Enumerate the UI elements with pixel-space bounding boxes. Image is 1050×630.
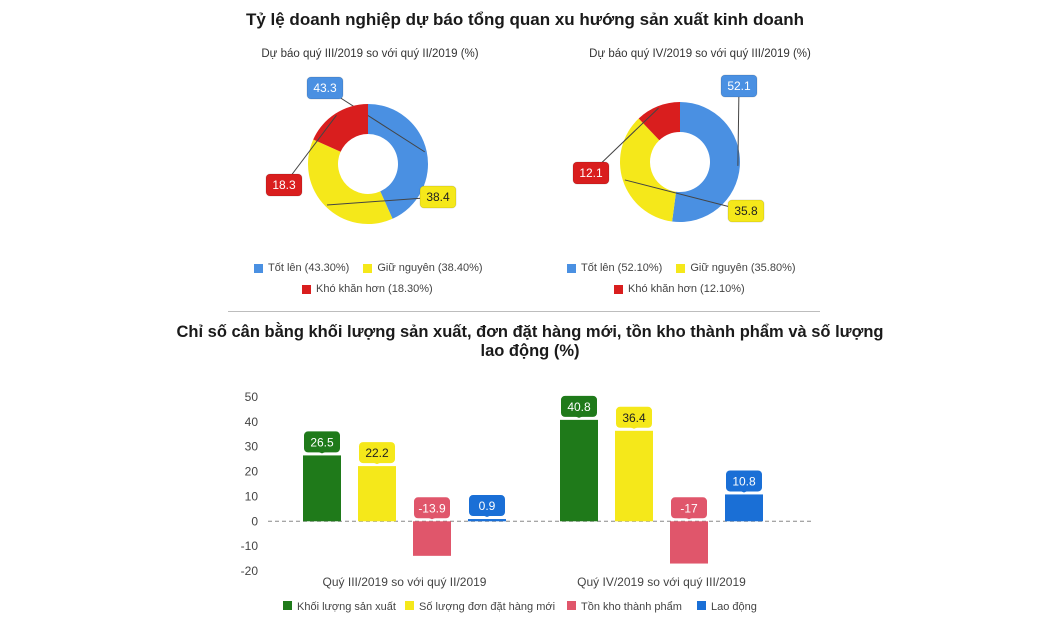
legend-swatch	[302, 284, 311, 294]
slice-value-label: 18.3	[272, 178, 296, 192]
bar-value-label: 10.8	[732, 474, 756, 488]
bar-value-label: -17	[680, 501, 698, 515]
value-callout-box	[616, 406, 652, 428]
donut-chart-q3: 43.3 38.4 18.3	[265, 76, 457, 225]
bar	[303, 455, 341, 522]
legend-label: Giữ nguyên (35.80%)	[690, 262, 796, 274]
donut-1-legend-row-1: Tốt lên (43.30%) Giữ nguyên (38.40%)	[254, 262, 483, 274]
callout-leader	[326, 196, 439, 206]
legend-item-kho-khan: Khó khăn hơn (18.30%)	[302, 283, 433, 295]
bar	[670, 521, 708, 564]
legend-label: Lao động	[711, 601, 757, 613]
slice-value-label: 52.1	[727, 79, 751, 93]
value-callout-box	[671, 497, 707, 519]
legend-label: Tồn kho thành phẩm	[581, 601, 682, 613]
y-tick-label: 10	[245, 489, 259, 503]
section-divider	[228, 311, 820, 312]
bar-value-label: 0.9	[479, 499, 496, 513]
callout-box	[265, 173, 303, 197]
legend-swatch	[567, 601, 576, 610]
main-title: Tỷ lệ doanh nghiệp dự báo tổng quan xu h…	[245, 10, 805, 29]
donut-1-legend-row-2: Khó khăn hơn (18.30%)	[302, 283, 433, 295]
bar	[615, 430, 653, 522]
donut-slice	[308, 139, 393, 225]
legend-label: Giữ nguyên (38.40%)	[377, 262, 483, 274]
callout-box	[720, 74, 758, 98]
donut-1-title: Dự báo quý III/2019 so với quý II/2019 (…	[261, 48, 479, 60]
y-tick-label: 50	[245, 390, 259, 404]
value-callout-box	[469, 495, 505, 517]
y-tick-label: 30	[245, 440, 259, 454]
donut-slice	[672, 102, 741, 222]
donut-slice	[313, 104, 368, 152]
legend-swatch	[697, 601, 706, 610]
callout-leader	[283, 115, 337, 186]
legend-label: Khối lượng sản xuất	[297, 601, 396, 613]
callout-leader	[737, 85, 740, 166]
y-tick-label: -20	[241, 564, 259, 578]
slice-value-label: 38.4	[426, 190, 450, 204]
legend-label: Tốt lên (43.30%)	[268, 262, 350, 274]
bar-value-label: 36.4	[622, 411, 646, 425]
donut-chart-q4: 52.1 35.8 12.1	[572, 74, 765, 223]
legend-swatch	[405, 601, 414, 610]
legend-item-tot-len: Tốt lên (43.30%)	[254, 262, 349, 274]
x-category-label: Quý III/2019 so với quý II/2019	[323, 575, 487, 589]
value-callout-box	[414, 497, 450, 519]
legend-swatch	[254, 263, 263, 273]
y-tick-label: 20	[245, 465, 259, 479]
legend-swatch	[676, 263, 686, 273]
bar-value-label: 26.5	[310, 435, 334, 449]
legend-swatch	[614, 284, 623, 294]
donut-2-legend-row-1: Tốt lên (52.10%) Giữ nguyên (35.80%)	[567, 262, 796, 274]
value-callout-box	[726, 470, 762, 492]
bar	[358, 466, 396, 522]
legend-label: Khó khăn hơn (18.30%)	[316, 283, 433, 295]
bar	[468, 519, 506, 522]
value-callout-box	[304, 431, 340, 453]
slice-value-label: 35.8	[734, 204, 758, 218]
donut-slice	[368, 104, 428, 219]
bar-value-label: 22.2	[365, 446, 389, 460]
bar-value-label: -13.9	[418, 501, 446, 515]
legend-label: Khó khăn hơn (12.10%)	[628, 283, 745, 295]
y-tick-label: 0	[251, 514, 258, 528]
callout-box	[419, 185, 457, 209]
legend-swatch	[283, 601, 292, 610]
legend-item-tot-len: Tốt lên (52.10%)	[567, 262, 662, 274]
bar-chart-title: Chỉ số cân bằng khối lượng sản xuất, đơn…	[176, 323, 884, 360]
slice-value-label: 43.3	[313, 81, 337, 95]
legend-label: Số lượng đơn đặt hàng mới	[419, 601, 555, 613]
callout-leader	[324, 87, 425, 153]
bar-value-label: 40.8	[567, 400, 591, 414]
value-callout-box	[359, 442, 395, 464]
legend-item-kho-khan: Khó khăn hơn (12.10%)	[614, 283, 745, 295]
legend-swatch	[363, 263, 373, 273]
slice-value-label: 12.1	[579, 166, 603, 180]
callout-box	[306, 76, 344, 100]
legend-label: Tốt lên (52.10%)	[581, 262, 663, 274]
donut-slice	[638, 102, 680, 141]
bar	[725, 494, 763, 522]
legend-swatch	[567, 263, 576, 273]
y-tick-label: -10	[241, 539, 259, 553]
callout-box	[727, 199, 765, 223]
callout-box	[572, 161, 610, 185]
x-category-label: Quý IV/2019 so với quý III/2019	[577, 575, 746, 589]
donut-slice	[620, 118, 677, 222]
callout-leader	[624, 179, 747, 212]
legend-item-giu-nguyen: Giữ nguyên (35.80%)	[676, 262, 796, 274]
donut-2-legend-row-2: Khó khăn hơn (12.10%)	[614, 283, 745, 295]
bar	[413, 521, 451, 556]
bar	[560, 419, 598, 522]
y-tick-label: 40	[245, 415, 259, 429]
value-callout-box	[561, 395, 597, 417]
legend-item-giu-nguyen: Giữ nguyên (38.40%)	[363, 262, 483, 274]
donut-2-title: Dự báo quý IV/2019 so với quý III/2019 (…	[589, 48, 811, 60]
